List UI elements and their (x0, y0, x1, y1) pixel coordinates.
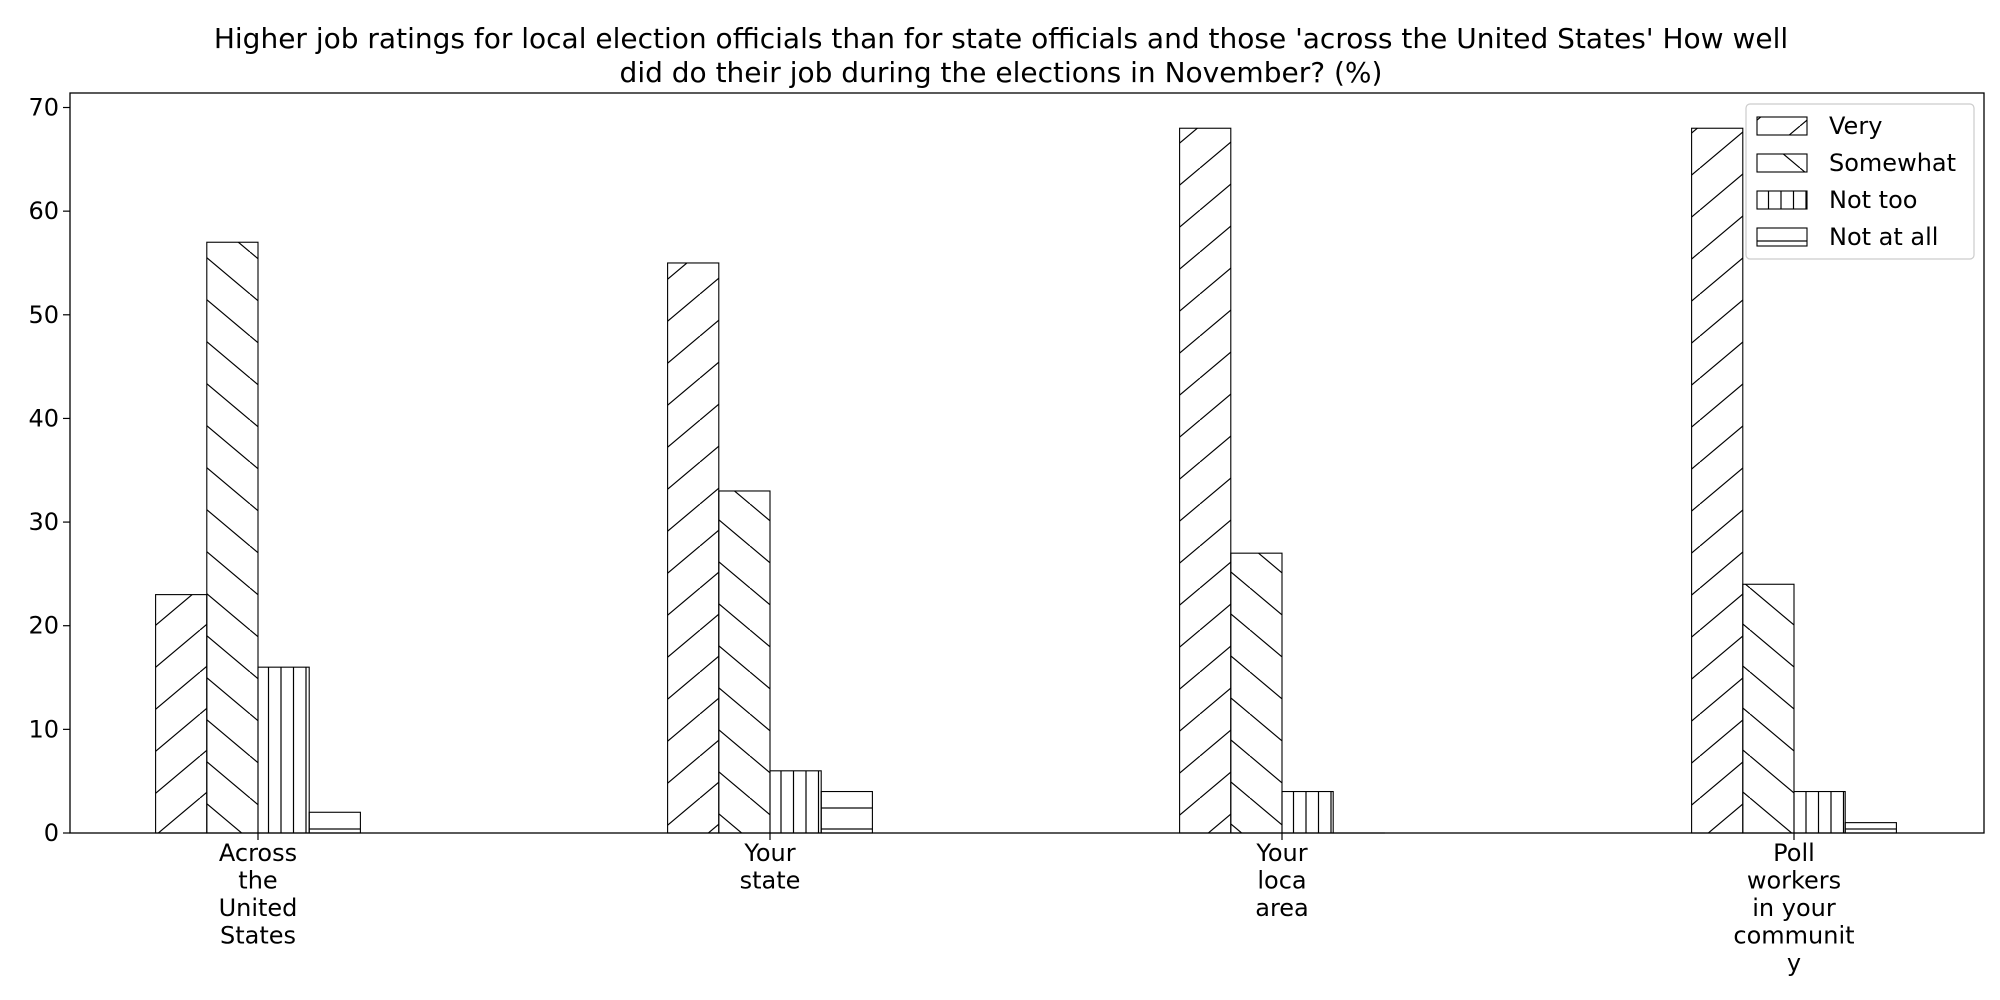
bar-somewhat-0 (206, 241, 259, 834)
bar-not-too-2 (1281, 790, 1334, 834)
bar-somewhat-1 (718, 490, 771, 834)
bar-not-too-0 (257, 666, 310, 834)
bar-not-at-all-0 (308, 811, 361, 834)
chart-title-line-1: Higher job ratings for local election of… (214, 22, 1788, 55)
legend-label-not-too: Not too (1829, 186, 1917, 214)
y-tick-label-0: 0 (44, 819, 59, 847)
y-tick-label-20: 20 (28, 612, 59, 640)
legend-label-somewhat: Somewhat (1829, 149, 1956, 177)
x-tick-label-3: Poll workers in your communit y (1733, 839, 1854, 977)
bar-somewhat-3 (1742, 583, 1795, 834)
y-tick-label-70: 70 (28, 94, 59, 122)
legend-label-very: Very (1829, 112, 1882, 140)
bar-not-at-all-1 (820, 790, 873, 834)
chart-title-line-2: did do their job during the elections in… (620, 56, 1383, 89)
bars-layer (155, 127, 1897, 834)
x-tick-label-1: Your state (740, 839, 801, 895)
x-tick-label-2: Your loca area (1255, 839, 1309, 922)
bar-very-1 (667, 262, 720, 834)
y-tick-label-30: 30 (28, 508, 59, 536)
x-axis: Across the United States Your state Your loca ar… (219, 833, 1855, 977)
bar-somewhat-2 (1230, 552, 1283, 834)
legend-frame (1745, 103, 1975, 260)
plot-frame (69, 92, 1985, 834)
x-tick-label-0: Across the United States (219, 839, 298, 950)
y-tick-label-40: 40 (28, 404, 59, 432)
legend-swatch-somewhat (1756, 153, 1808, 173)
y-axis: 0 10 20 30 40 50 60 70 (28, 94, 70, 847)
y-tick-label-60: 60 (28, 197, 59, 225)
legend-swatch-not-at-all (1756, 227, 1808, 247)
legend-label-not-at-all: Not at all (1829, 223, 1938, 251)
legend-swatch-very (1756, 116, 1808, 136)
bar-very-3 (1691, 127, 1744, 834)
bar-not-too-3 (1793, 790, 1846, 834)
bar-not-at-all-3 (1844, 822, 1897, 834)
bar-very-0 (155, 594, 208, 834)
bar-not-too-1 (769, 770, 822, 834)
bar-very-2 (1179, 127, 1232, 834)
legend: Very Somewhat Not too Not at all (1745, 103, 1975, 260)
legend-swatch-not-too (1756, 190, 1808, 210)
y-tick-label-10: 10 (28, 715, 59, 743)
y-tick-label-50: 50 (28, 301, 59, 329)
